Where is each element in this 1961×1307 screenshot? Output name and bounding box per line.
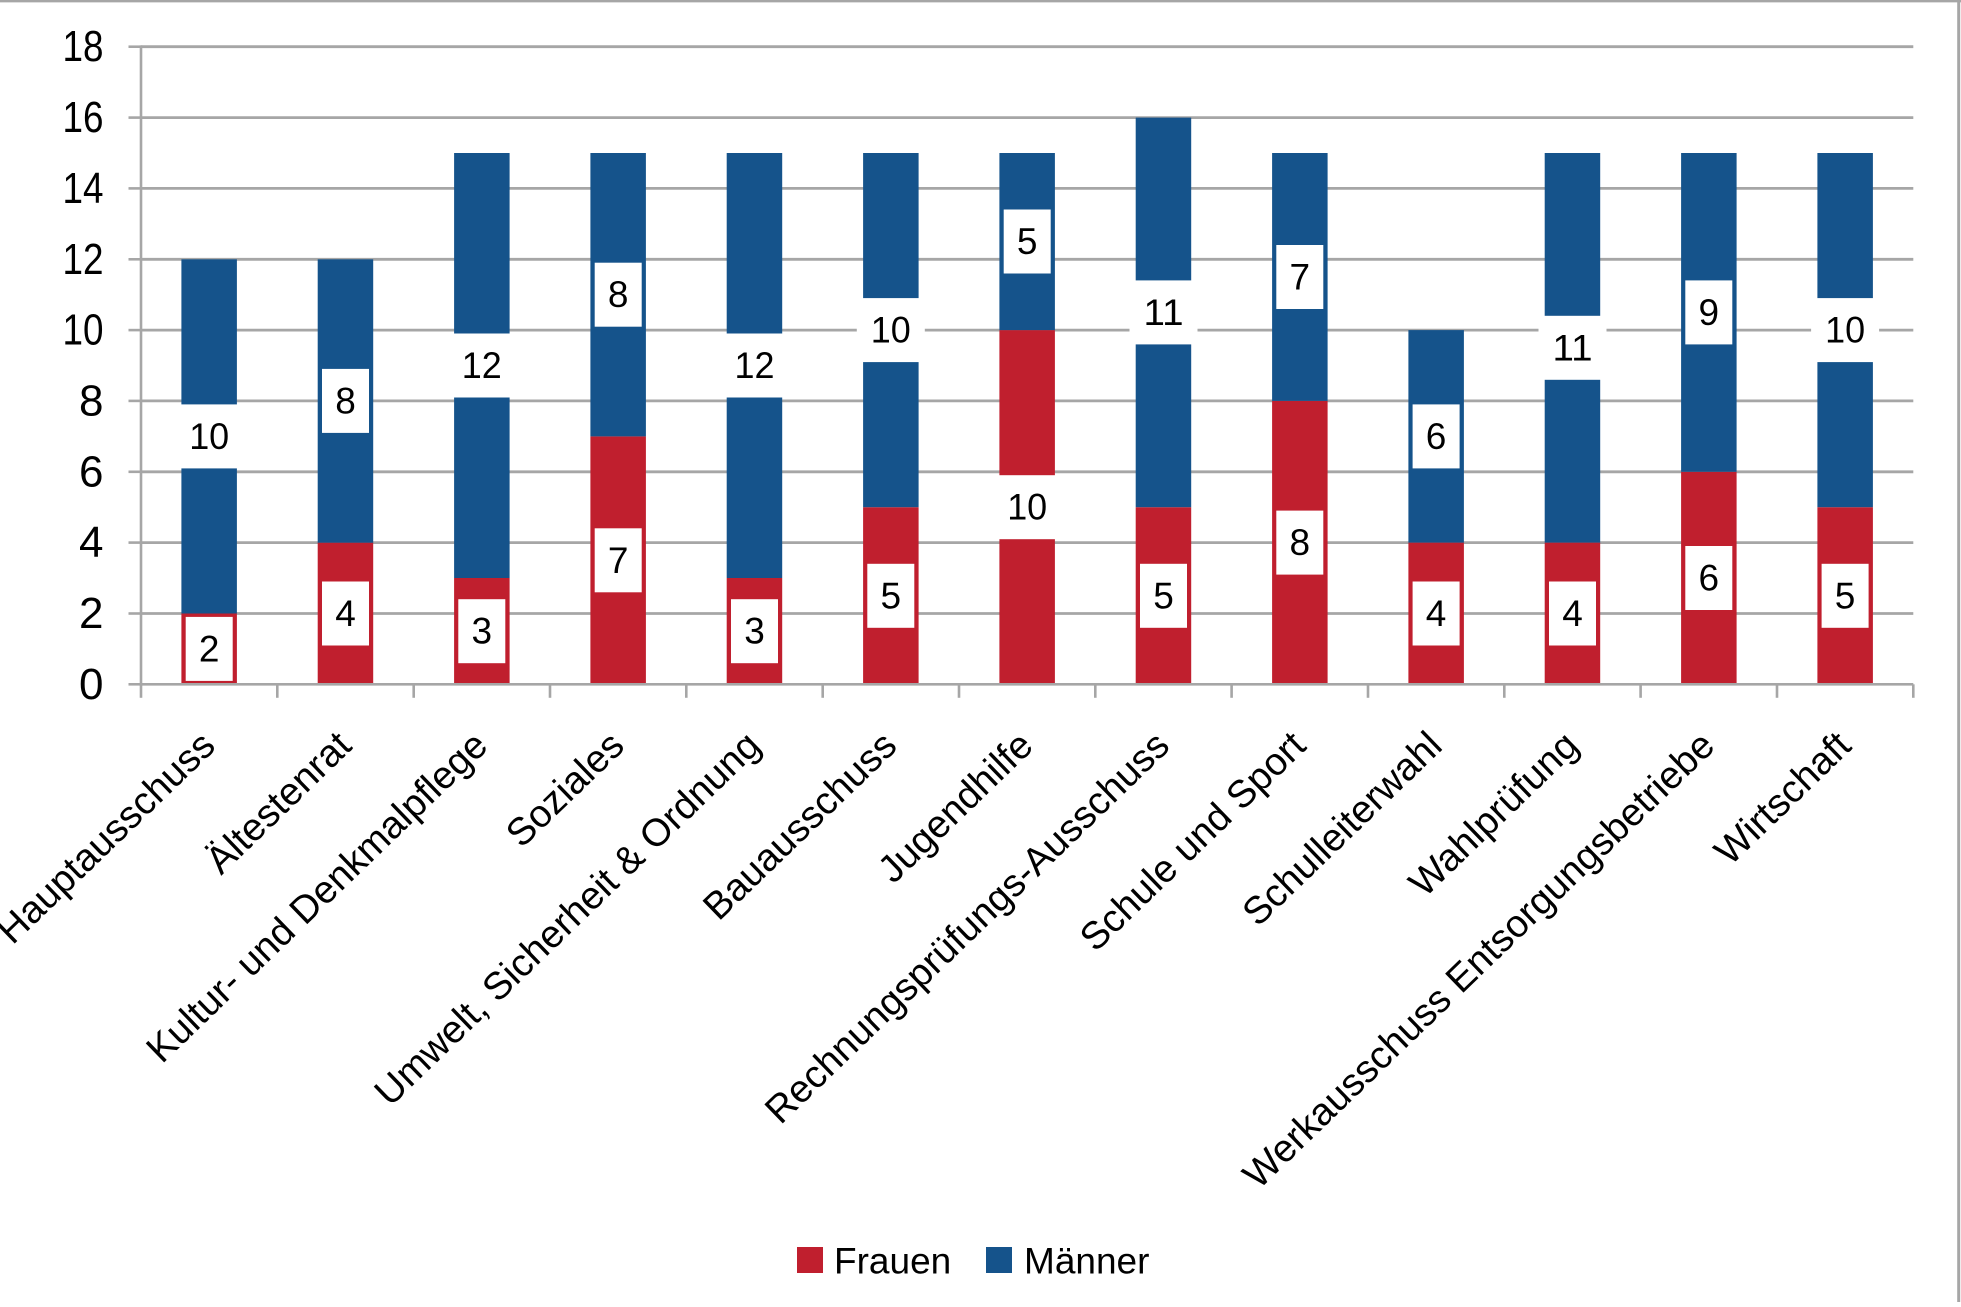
svg-text:16: 16 <box>63 93 104 142</box>
svg-text:11: 11 <box>1144 292 1184 333</box>
svg-text:7: 7 <box>1290 257 1311 298</box>
svg-text:Frauen: Frauen <box>834 1241 951 1282</box>
svg-text:12: 12 <box>735 345 775 386</box>
svg-text:12: 12 <box>63 235 104 284</box>
svg-text:6: 6 <box>79 447 103 496</box>
svg-text:8: 8 <box>335 380 356 421</box>
svg-text:10: 10 <box>1007 487 1047 528</box>
svg-text:4: 4 <box>1562 593 1583 634</box>
svg-text:10: 10 <box>63 306 104 355</box>
svg-text:6: 6 <box>1426 416 1447 457</box>
svg-text:10: 10 <box>1825 310 1865 351</box>
svg-text:9: 9 <box>1699 292 1720 333</box>
svg-text:18: 18 <box>63 22 104 71</box>
svg-text:8: 8 <box>608 274 629 315</box>
svg-text:Männer: Männer <box>1024 1241 1149 1282</box>
svg-text:11: 11 <box>1553 327 1593 368</box>
svg-text:4: 4 <box>335 593 356 634</box>
svg-text:14: 14 <box>63 164 104 213</box>
svg-text:5: 5 <box>1153 575 1174 616</box>
svg-text:12: 12 <box>462 345 502 386</box>
svg-text:3: 3 <box>472 611 493 652</box>
svg-text:6: 6 <box>1699 558 1720 599</box>
svg-text:8: 8 <box>1290 522 1311 563</box>
svg-text:8: 8 <box>79 376 103 425</box>
svg-text:7: 7 <box>608 540 629 581</box>
svg-text:2: 2 <box>199 628 220 669</box>
svg-text:5: 5 <box>1017 221 1038 262</box>
svg-text:4: 4 <box>1426 593 1447 634</box>
svg-text:2: 2 <box>79 589 103 638</box>
svg-text:10: 10 <box>189 416 229 457</box>
svg-text:10: 10 <box>871 310 911 351</box>
svg-text:5: 5 <box>881 575 902 616</box>
svg-text:5: 5 <box>1835 575 1856 616</box>
svg-text:3: 3 <box>744 611 765 652</box>
svg-text:0: 0 <box>79 660 103 709</box>
svg-text:4: 4 <box>79 518 103 567</box>
